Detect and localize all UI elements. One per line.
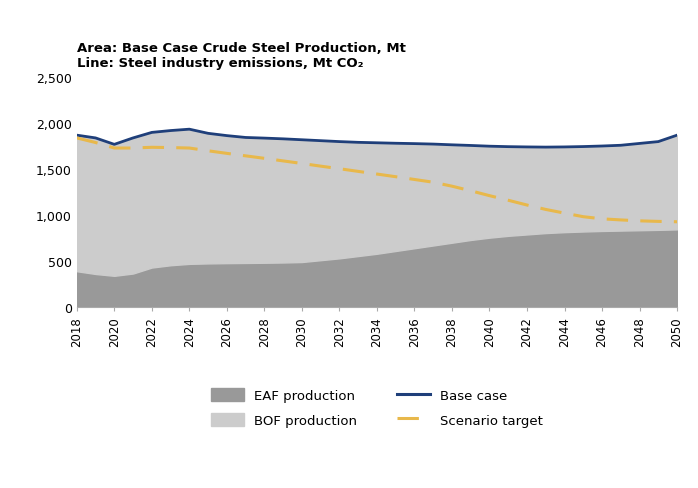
Text: Area: Base Case Crude Steel Production, Mt
Line: Steel industry emissions, Mt CO: Area: Base Case Crude Steel Production, … [77, 42, 406, 70]
Legend: EAF production, BOF production, Base case, Scenario target: EAF production, BOF production, Base cas… [205, 383, 549, 432]
